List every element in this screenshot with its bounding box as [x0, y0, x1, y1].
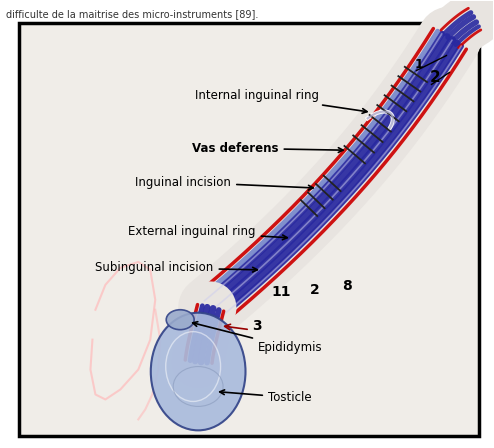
Text: Internal inguinal ring: Internal inguinal ring [195, 89, 367, 113]
Text: Vas deferens: Vas deferens [192, 142, 343, 155]
Text: 1: 1 [414, 59, 423, 72]
Text: 2: 2 [310, 283, 320, 297]
Text: difficulte de la maitrise des micro-instruments [89].: difficulte de la maitrise des micro-inst… [5, 9, 258, 19]
FancyBboxPatch shape [19, 23, 479, 436]
Text: 3: 3 [252, 319, 262, 333]
Text: Subinguinal incision: Subinguinal incision [95, 261, 257, 274]
Text: Epididymis: Epididymis [193, 322, 323, 354]
Ellipse shape [151, 313, 246, 431]
Text: External inguinal ring: External inguinal ring [128, 225, 287, 240]
Text: 8: 8 [342, 279, 352, 293]
Text: Tosticle: Tosticle [220, 390, 312, 404]
Ellipse shape [166, 310, 194, 330]
Text: 11: 11 [272, 285, 291, 299]
Text: Inguinal incision: Inguinal incision [135, 176, 313, 190]
Text: 2: 2 [429, 70, 440, 86]
